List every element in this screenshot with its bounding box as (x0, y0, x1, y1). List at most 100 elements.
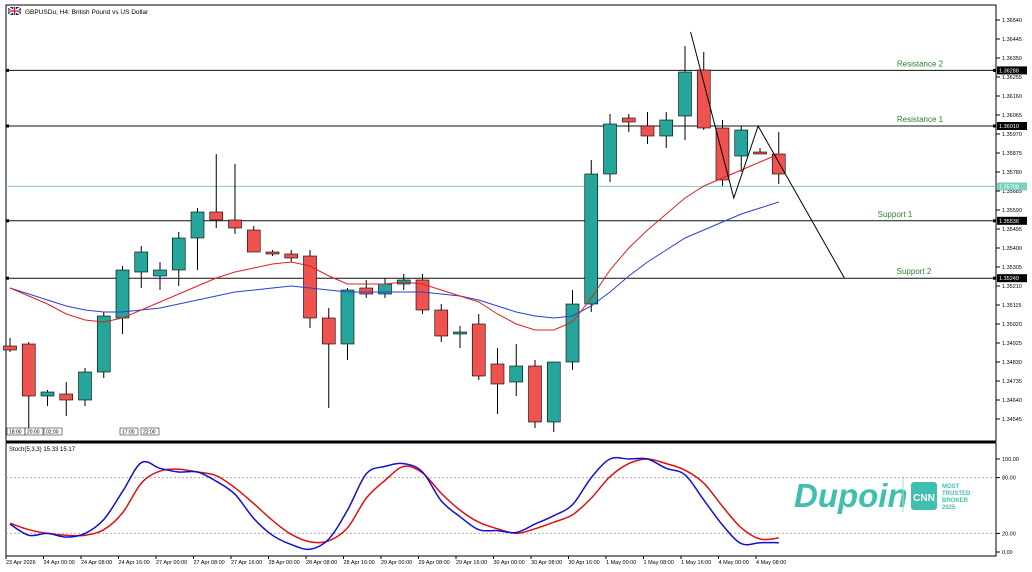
bull-candle (40, 391, 55, 397)
price-tick-label: 1.35210 (1002, 284, 1022, 290)
price-tick-label: 1.36445 (1002, 37, 1022, 43)
tagline-line-1: MOST (942, 484, 960, 490)
bull-candle (78, 371, 92, 401)
level-anchor-left (6, 68, 9, 72)
price-tick-label: 1.36350 (1002, 56, 1022, 62)
price-tick-label: 1.35875 (1002, 151, 1022, 157)
bull-candle (565, 303, 580, 363)
cnn-badge-icon (911, 482, 937, 510)
stoch-main-line (9, 456, 779, 551)
bull-candle (603, 123, 617, 175)
stoch-axis: 100.00 80.00 20.00 0.00 (6, 457, 1019, 556)
stoch-tick-label: 0.00 (1002, 550, 1013, 556)
bear-candle (246, 229, 261, 253)
price-tick-label: 1.35495 (1002, 227, 1022, 233)
level-price-label: 1.35536 (999, 219, 1019, 225)
level-price-tag (997, 66, 1027, 75)
session-labels: 18:00 20:00 02:00 17:00 22:00 (6, 427, 160, 436)
bull-candle (96, 315, 111, 373)
moving-averages (9, 153, 779, 331)
bull-candle (115, 269, 130, 319)
ma-slow-line (9, 201, 779, 319)
level-anchor-right (993, 276, 996, 280)
current-price-label: 1.35708 (999, 184, 1019, 190)
time-tick-label: 27 Apr 16:00 (231, 560, 262, 566)
session-label: 22:00 (143, 430, 156, 436)
price-tick-label: 1.35970 (1002, 132, 1022, 138)
session-label-box (140, 427, 160, 436)
session-label: 20:00 (27, 430, 40, 436)
tagline-line-2: TRUSTED (942, 491, 971, 497)
level-anchor-left (6, 219, 9, 223)
bear-candle (753, 151, 767, 155)
price-tick-label: 1.35020 (1002, 322, 1022, 328)
dupoin-logo: Dupoin CNN MOST TRUSTED BROKER 2025 (794, 477, 971, 514)
level-price-label: 1.36010 (999, 124, 1019, 130)
time-tick-label: 28 Apr 00:00 (269, 560, 300, 566)
price-tick-label: 1.34925 (1002, 341, 1022, 347)
price-tick-label: 1.35305 (1002, 265, 1022, 271)
bear-candle (471, 323, 486, 377)
bear-candle (696, 69, 711, 129)
level-price-tag (997, 274, 1027, 283)
bear-candle (284, 253, 299, 259)
bull-candle (453, 331, 467, 335)
bull-candle (546, 361, 561, 423)
time-tick-label: 28 Apr 08:00 (306, 560, 337, 566)
time-tick-label: 29 Apr 08:00 (419, 560, 450, 566)
bear-candle (21, 343, 36, 397)
bull-candle (153, 269, 167, 277)
bull-candle (678, 71, 692, 117)
session-label: 18:00 (9, 430, 22, 436)
price-tick-label: 1.35590 (1002, 208, 1022, 214)
price-tick-label: 1.34640 (1002, 398, 1022, 404)
bear-candle (640, 125, 655, 137)
tagline-line-4: 2025 (942, 505, 956, 511)
price-tick-label: 1.36255 (1002, 75, 1022, 81)
bull-candle (171, 237, 186, 271)
bear-candle (209, 211, 224, 221)
price-tick-label: 1.34830 (1002, 360, 1022, 366)
level-name-label: Support 2 (897, 267, 932, 276)
time-tick-label: 24 Apr 00:00 (44, 560, 75, 566)
price-tick-label: 1.36540 (1002, 18, 1022, 24)
level-name-label: Resistance 2 (897, 59, 944, 68)
time-tick-label: 28 Apr 16:00 (344, 560, 375, 566)
bear-candle (434, 309, 449, 337)
time-tick-label: 29 Apr 16:00 (456, 560, 487, 566)
projection-path[interactable] (690, 31, 845, 279)
price-tick-label: 1.35115 (1002, 303, 1021, 309)
time-tick-label: 4 May 00:00 (719, 560, 749, 566)
bull-candle (734, 129, 749, 157)
level-anchor-left (6, 276, 9, 280)
projection-line (690, 31, 845, 279)
time-tick-label: 1 May 00:00 (606, 560, 636, 566)
time-tick-label: 27 Apr 00:00 (156, 560, 187, 566)
price-tick-label: 1.36160 (1002, 94, 1022, 100)
session-label: 17:00 (122, 430, 135, 436)
support-resistance-levels[interactable]: 1.35708 1.36288 Resistance 2 1.36010 Resista… (6, 59, 1027, 283)
ma-fast-line (9, 153, 779, 331)
level-price-tag (997, 122, 1027, 130)
bear-candle (228, 219, 242, 229)
level-anchor-right (993, 219, 996, 223)
level-anchor-right (993, 124, 996, 128)
time-tick-label: 1 May 08:00 (644, 560, 674, 566)
bull-candle (134, 251, 149, 273)
time-tick-label: 24 Apr 16:00 (119, 560, 150, 566)
time-tick-label: 30 Apr 08:00 (531, 560, 562, 566)
time-tick-label: 23 Apr 2026 (6, 560, 36, 566)
price-tick-label: 1.34545 (1002, 417, 1022, 423)
price-tick-label: 1.34735 (1002, 379, 1022, 385)
bear-candle (490, 363, 505, 385)
time-tick-label: 27 Apr 08:00 (194, 560, 225, 566)
price-tick-label: 1.35780 (1002, 170, 1022, 176)
logo-text: Dupoin (794, 477, 908, 514)
bear-candle (359, 287, 374, 295)
level-name-label: Support 1 (878, 210, 913, 219)
bear-candle (321, 317, 336, 345)
level-price-tag (997, 216, 1027, 225)
price-tick-label: 1.36065 (1002, 113, 1022, 119)
